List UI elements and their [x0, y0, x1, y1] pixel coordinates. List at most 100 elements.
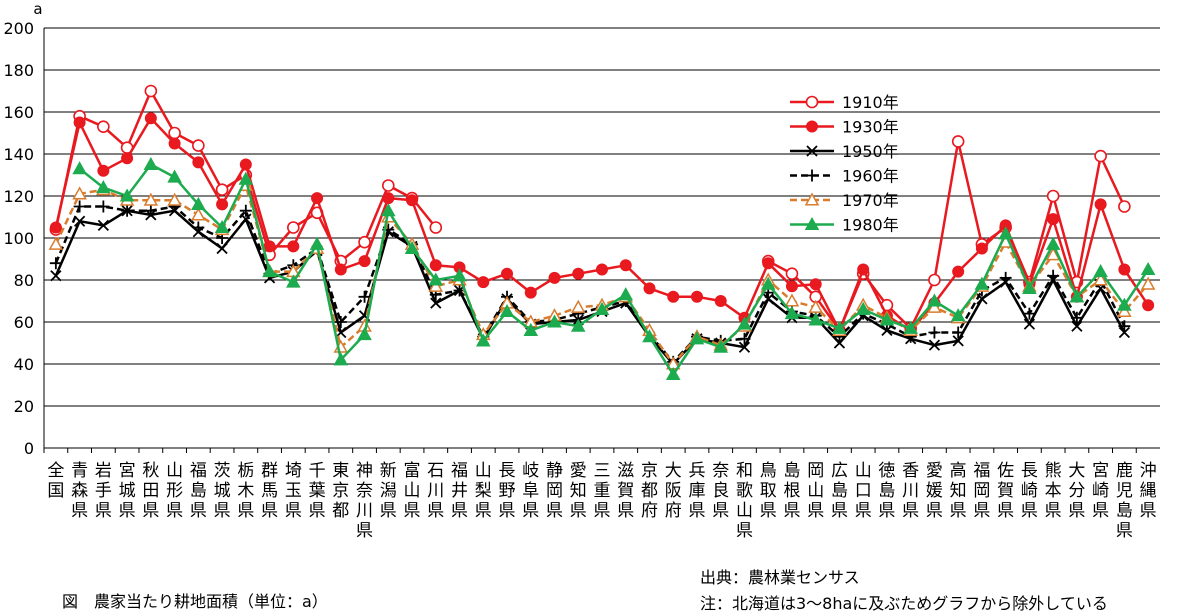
data-point	[49, 257, 62, 270]
series-line	[54, 209, 1126, 366]
data-point	[287, 240, 300, 253]
data-point	[1023, 318, 1036, 330]
legend-marker	[806, 169, 818, 182]
data-point	[121, 152, 134, 165]
data-point	[523, 322, 539, 336]
data-point	[762, 257, 775, 270]
data-point	[501, 267, 514, 280]
data-point	[476, 333, 491, 347]
data-point	[1046, 189, 1060, 203]
data-point	[760, 276, 776, 290]
x-tick-label: 香川県	[902, 461, 919, 521]
data-point	[548, 271, 561, 284]
data-point	[1093, 272, 1108, 286]
data-point	[50, 270, 62, 282]
x-tick-label: 滋賀県	[617, 461, 634, 521]
x-tick-label: 大阪府	[665, 461, 682, 521]
data-point	[72, 186, 87, 200]
y-tick-label: 60	[14, 313, 34, 332]
data-point	[1140, 276, 1156, 290]
data-point	[191, 207, 206, 221]
x-tick-label: 宮城県	[119, 461, 136, 521]
data-point	[1022, 280, 1037, 294]
data-point	[524, 286, 537, 299]
legend-entry: 1910年	[790, 93, 899, 112]
x-tick-label: 青森県	[71, 461, 88, 521]
data-point	[784, 306, 800, 320]
x-tick-label: 福井県	[451, 461, 468, 521]
x-tick-label: 鹿児島県	[1116, 461, 1133, 541]
x-tick-label: 岡山県	[807, 461, 824, 521]
data-point	[785, 267, 799, 281]
data-point	[570, 299, 586, 313]
data-point	[452, 268, 467, 282]
x-tick-label: 京都府	[641, 461, 658, 521]
gridlines	[44, 27, 1160, 407]
x-tick-label: 新潟県	[380, 461, 397, 521]
data-point	[1118, 200, 1131, 213]
x-tick-label: 島根県	[783, 461, 800, 521]
data-point	[738, 332, 751, 345]
legend-entry: 1980年	[790, 216, 899, 235]
data-point	[950, 308, 966, 322]
data-point	[144, 84, 158, 98]
series-1950年	[50, 205, 1131, 370]
y-tick-label: 160	[3, 103, 34, 122]
data-point	[572, 267, 585, 280]
data-point	[927, 293, 942, 307]
data-point	[952, 265, 965, 278]
data-point	[238, 171, 254, 185]
figure-caption: 図 農家当たり耕地面積（単位：a）	[62, 592, 328, 611]
x-tick-label: 徳島県	[878, 461, 895, 521]
data-point	[144, 112, 157, 125]
data-point	[381, 203, 396, 217]
data-point	[809, 278, 822, 291]
data-point	[358, 290, 371, 303]
x-tick-label: 岐阜県	[522, 461, 539, 521]
y-tick-label: 120	[3, 187, 34, 206]
data-point	[1047, 269, 1060, 282]
data-point	[1094, 149, 1107, 163]
data-point	[358, 255, 371, 268]
data-point	[167, 169, 182, 183]
data-point	[975, 242, 988, 255]
data-point	[998, 226, 1013, 240]
data-point	[1094, 198, 1107, 211]
data-point	[286, 274, 301, 288]
data-point	[382, 192, 395, 205]
x-axis: 全国青森県岩手県宮城県秋田県山形県福島県茨城県栃木県群馬県埼玉県千葉県東京都神奈…	[43, 447, 1160, 541]
data-point	[1045, 236, 1061, 250]
data-point	[857, 263, 870, 276]
x-tick-label: 千葉県	[309, 461, 326, 521]
x-tick-label: 高知県	[950, 461, 967, 521]
x-tick-label: 栃木県	[237, 461, 254, 521]
data-point	[191, 196, 206, 210]
x-tick-label: 三重県	[594, 461, 611, 521]
data-point	[168, 126, 181, 140]
x-tick-label: 山口県	[855, 461, 872, 521]
x-tick-label: 東京都	[332, 461, 349, 521]
legend-label: 1930年	[842, 118, 899, 137]
data-point	[143, 156, 159, 171]
data-point	[239, 158, 252, 171]
data-point	[667, 290, 680, 303]
data-point	[762, 293, 774, 305]
data-point	[1093, 264, 1108, 278]
x-tick-label: 愛媛県	[926, 461, 943, 521]
data-point	[547, 314, 562, 328]
data-point	[642, 329, 657, 343]
x-tick-label: 神奈川県	[356, 461, 373, 541]
data-point	[167, 192, 182, 206]
data-point	[594, 301, 610, 315]
y-tick-label: 0	[24, 439, 34, 458]
x-tick-label: 石川県	[427, 461, 444, 521]
data-point	[214, 219, 230, 234]
x-tick-label: 全国	[47, 461, 64, 501]
legend-label: 1980年	[842, 216, 899, 235]
data-point	[262, 264, 277, 278]
data-point	[430, 297, 442, 309]
data-point	[714, 295, 727, 307]
data-point	[619, 259, 632, 272]
legend-entry: 1970年	[790, 191, 899, 210]
